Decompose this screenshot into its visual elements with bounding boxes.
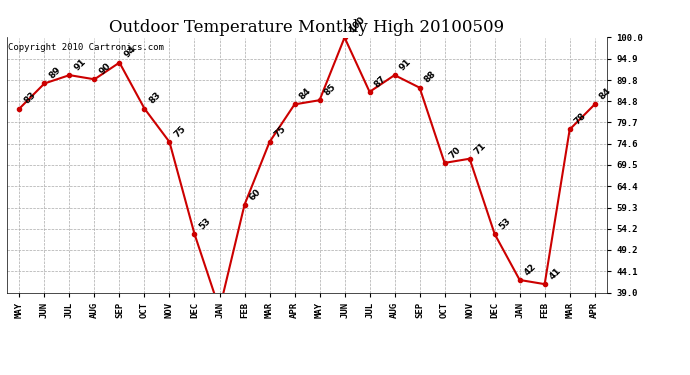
Text: 94: 94 — [122, 44, 137, 60]
Text: 84: 84 — [598, 86, 613, 102]
Text: 89: 89 — [47, 65, 63, 81]
Text: 91: 91 — [72, 57, 88, 72]
Text: 91: 91 — [397, 57, 413, 72]
Text: 75: 75 — [273, 124, 288, 139]
Text: 85: 85 — [322, 82, 337, 98]
Text: 78: 78 — [573, 111, 588, 127]
Text: 88: 88 — [422, 70, 437, 85]
Text: 84: 84 — [297, 86, 313, 102]
Text: 41: 41 — [547, 266, 563, 281]
Text: 42: 42 — [522, 262, 538, 277]
Text: 60: 60 — [247, 187, 262, 202]
Text: 83: 83 — [22, 91, 37, 106]
Title: Outdoor Temperature Monthly High 20100509: Outdoor Temperature Monthly High 2010050… — [110, 19, 504, 36]
Text: 53: 53 — [497, 216, 513, 231]
Text: 100: 100 — [347, 15, 367, 35]
Text: Copyright 2010 Cartronics.com: Copyright 2010 Cartronics.com — [8, 43, 164, 52]
Text: 87: 87 — [373, 74, 388, 89]
Text: 83: 83 — [147, 91, 162, 106]
Text: 75: 75 — [172, 124, 188, 139]
Text: 90: 90 — [97, 62, 112, 76]
Text: 71: 71 — [473, 141, 488, 156]
Text: 53: 53 — [197, 216, 213, 231]
Text: 70: 70 — [447, 145, 462, 160]
Text: 35: 35 — [0, 374, 1, 375]
